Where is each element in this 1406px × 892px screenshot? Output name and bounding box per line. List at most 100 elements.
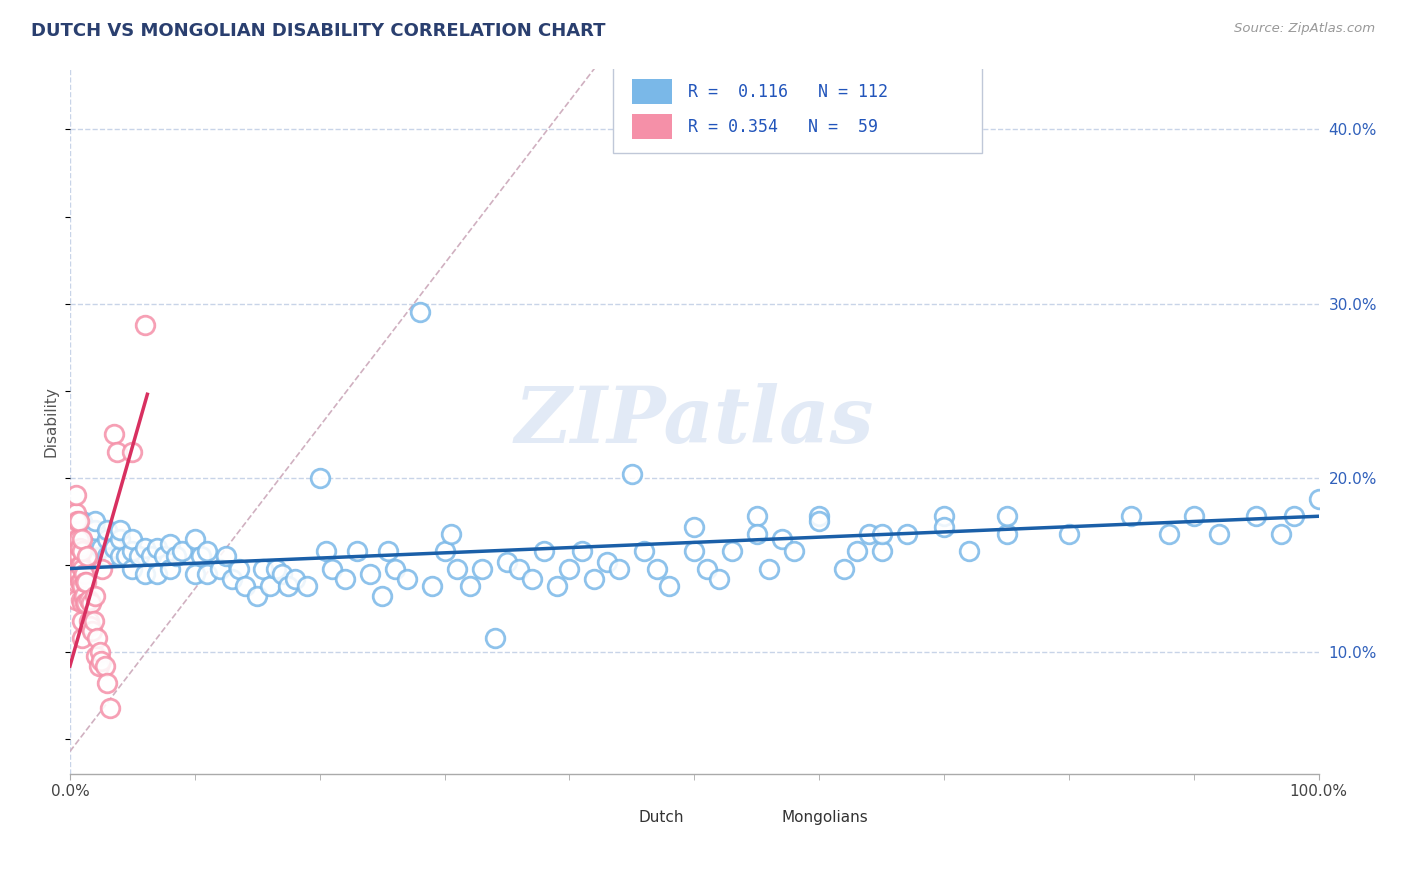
Point	[346, 544, 368, 558]
FancyBboxPatch shape	[738, 805, 773, 827]
Point	[159, 537, 181, 551]
Point	[221, 572, 243, 586]
Point	[420, 579, 443, 593]
Point	[82, 624, 104, 639]
Point	[533, 544, 555, 558]
Point	[72, 532, 94, 546]
Point	[709, 572, 731, 586]
Point	[995, 526, 1018, 541]
Point	[1308, 491, 1330, 506]
Point	[396, 572, 419, 586]
Point	[72, 561, 94, 575]
Point	[277, 579, 299, 593]
Point	[72, 614, 94, 628]
Point	[80, 596, 103, 610]
Point	[96, 549, 118, 564]
Point	[65, 592, 87, 607]
Point	[75, 575, 97, 590]
Point	[932, 509, 955, 524]
Point	[90, 541, 112, 555]
Point	[108, 523, 131, 537]
Point	[103, 427, 125, 442]
Text: DUTCH VS MONGOLIAN DISABILITY CORRELATION CHART: DUTCH VS MONGOLIAN DISABILITY CORRELATIO…	[31, 22, 606, 40]
Point	[259, 579, 281, 593]
FancyBboxPatch shape	[595, 805, 630, 827]
Point	[66, 515, 89, 529]
Point	[609, 561, 631, 575]
Point	[83, 532, 105, 546]
Point	[215, 549, 238, 564]
Point	[745, 526, 768, 541]
Point	[65, 541, 87, 555]
Point	[67, 532, 90, 546]
Point	[233, 579, 256, 593]
Point	[134, 566, 156, 581]
Point	[783, 544, 806, 558]
Point	[66, 549, 89, 564]
Point	[408, 305, 430, 319]
Point	[83, 590, 105, 604]
Point	[65, 523, 87, 537]
Point	[65, 488, 87, 502]
Point	[645, 561, 668, 575]
Point	[72, 544, 94, 558]
Point	[995, 509, 1018, 524]
Point	[384, 561, 406, 575]
Point	[620, 467, 643, 482]
Y-axis label: Disability: Disability	[44, 386, 58, 457]
Point	[79, 619, 101, 633]
Point	[1157, 526, 1180, 541]
Point	[172, 544, 194, 558]
Point	[264, 561, 287, 575]
Point	[76, 549, 98, 564]
Point	[371, 590, 394, 604]
Point	[596, 555, 619, 569]
FancyBboxPatch shape	[631, 114, 672, 139]
Point	[808, 509, 831, 524]
Point	[105, 444, 128, 458]
Point	[1121, 509, 1143, 524]
Point	[121, 561, 143, 575]
Point	[67, 566, 90, 581]
Point	[72, 532, 94, 546]
Point	[73, 596, 96, 610]
Point	[103, 541, 125, 555]
Point	[308, 471, 330, 485]
Point	[208, 561, 231, 575]
Point	[115, 549, 138, 564]
Point	[63, 532, 86, 546]
Point	[84, 648, 107, 663]
Point	[683, 519, 706, 533]
Point	[770, 532, 793, 546]
Point	[83, 515, 105, 529]
Point	[333, 572, 356, 586]
Point	[484, 631, 506, 645]
Point	[75, 596, 97, 610]
Text: R =  0.116   N = 112: R = 0.116 N = 112	[688, 83, 889, 101]
Point	[195, 566, 218, 581]
Point	[683, 544, 706, 558]
Point	[758, 561, 780, 575]
Point	[558, 561, 581, 575]
Text: ZIPatlas: ZIPatlas	[515, 383, 875, 459]
Point	[321, 561, 343, 575]
Point	[69, 558, 91, 572]
Point	[65, 506, 87, 520]
Point	[66, 532, 89, 546]
Point	[70, 558, 93, 572]
Point	[195, 544, 218, 558]
Point	[520, 572, 543, 586]
Point	[89, 645, 111, 659]
Point	[433, 544, 456, 558]
Text: Mongolians: Mongolians	[782, 810, 869, 824]
Point	[377, 544, 399, 558]
Point	[658, 579, 681, 593]
Point	[83, 549, 105, 564]
Point	[165, 549, 187, 564]
Point	[63, 549, 86, 564]
Point	[832, 561, 855, 575]
Point	[65, 575, 87, 590]
Point	[1282, 509, 1305, 524]
Point	[98, 701, 121, 715]
Point	[870, 526, 893, 541]
